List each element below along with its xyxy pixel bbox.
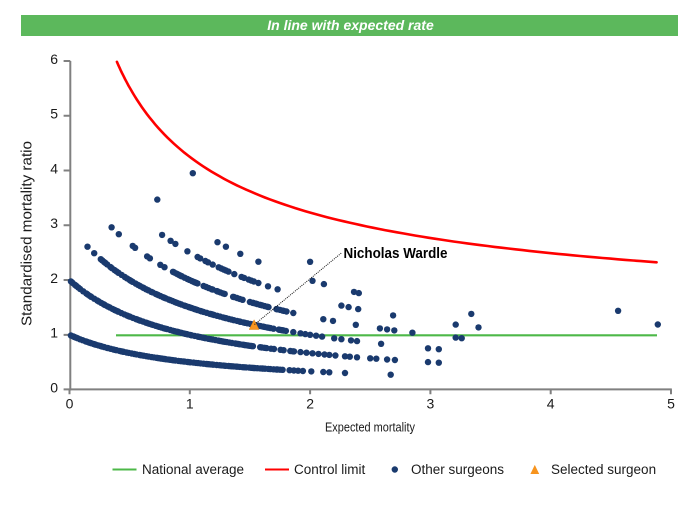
svg-text:Selected surgeon: Selected surgeon bbox=[551, 462, 656, 477]
svg-text:4: 4 bbox=[50, 160, 58, 176]
svg-text:Other surgeons: Other surgeons bbox=[411, 462, 504, 477]
svg-text:Nicholas Wardle: Nicholas Wardle bbox=[344, 246, 448, 262]
svg-text:0: 0 bbox=[66, 396, 74, 412]
svg-text:2: 2 bbox=[50, 270, 58, 286]
svg-text:Control limit: Control limit bbox=[294, 462, 366, 477]
svg-text:5: 5 bbox=[667, 396, 675, 412]
svg-text:0: 0 bbox=[50, 379, 58, 395]
svg-text:Standardised mortality ratio: Standardised mortality ratio bbox=[20, 141, 36, 326]
svg-text:2: 2 bbox=[306, 396, 314, 412]
svg-text:3: 3 bbox=[427, 396, 435, 412]
svg-text:3: 3 bbox=[50, 215, 58, 231]
svg-text:In line with expected rate: In line with expected rate bbox=[267, 17, 434, 33]
svg-text:National average: National average bbox=[142, 462, 244, 477]
svg-text:1: 1 bbox=[50, 325, 58, 341]
svg-text:Expected mortality: Expected mortality bbox=[325, 420, 415, 435]
svg-text:1: 1 bbox=[186, 396, 194, 412]
svg-text:5: 5 bbox=[50, 106, 58, 122]
svg-text:4: 4 bbox=[547, 396, 555, 412]
svg-text:6: 6 bbox=[50, 51, 58, 67]
